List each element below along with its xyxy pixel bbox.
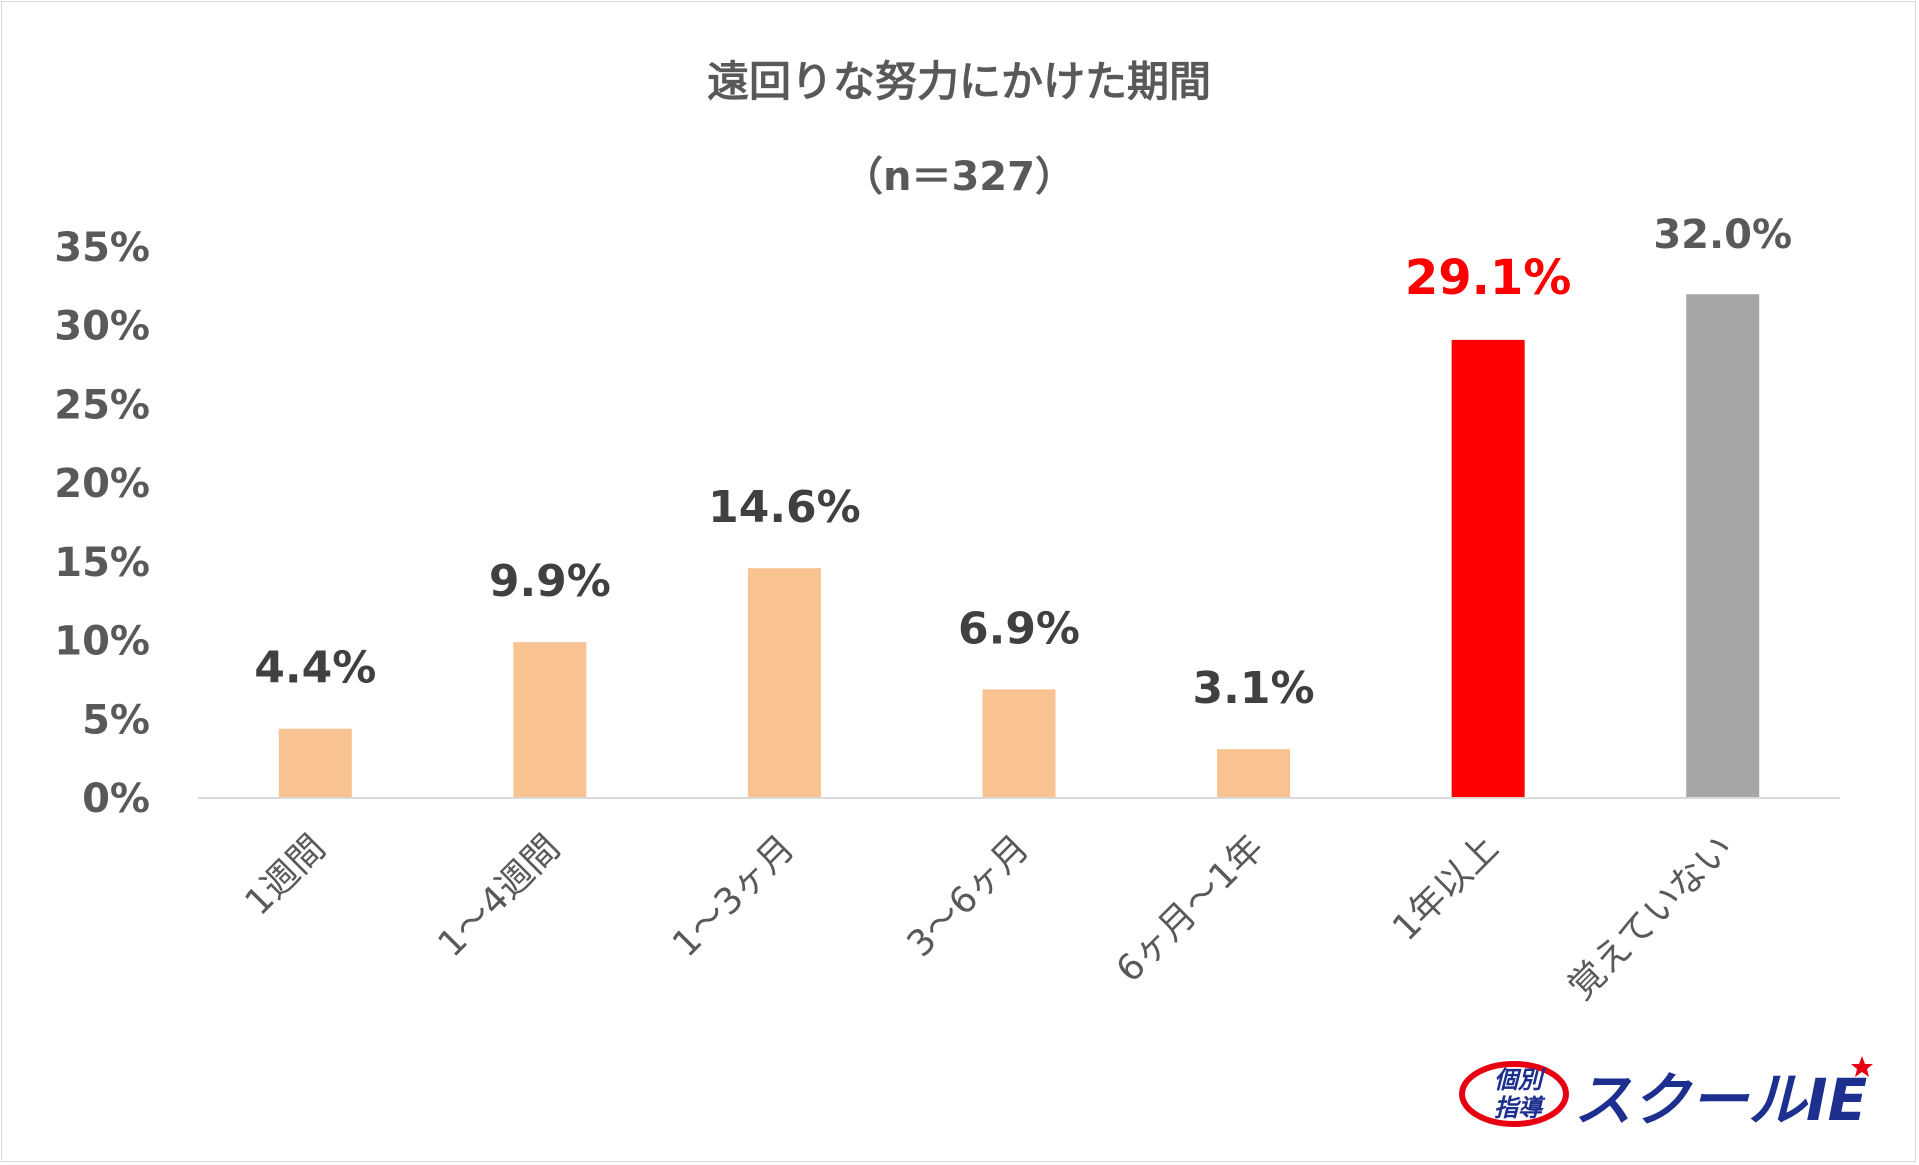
x-axis: 1週間 1～4週間 1～3ヶ月 3～6ヶ月 6ヶ月～1年 1年以上 覚えていない — [198, 797, 1840, 1008]
bar — [1451, 339, 1525, 798]
y-tick-label: 15% — [54, 540, 150, 586]
logo-text-shidou: 指導 — [1494, 1094, 1546, 1122]
y-tick-label: 10% — [54, 619, 150, 665]
logo-text-main: スクールIE — [1574, 1066, 1867, 1134]
data-label: 9.9% — [489, 556, 611, 607]
x-tick-label: 6ヶ月～1年 — [1109, 827, 1272, 990]
y-tick-label: 0% — [82, 776, 150, 822]
data-label: 29.1% — [1405, 250, 1572, 306]
x-tick-label: 1年以上 — [1385, 827, 1507, 949]
y-tick-label: 35% — [54, 225, 150, 271]
y-tick-label: 5% — [82, 697, 150, 743]
data-label: 32.0% — [1653, 212, 1792, 258]
bar — [1217, 749, 1291, 798]
bars-group — [278, 294, 1760, 798]
y-axis: 0% 5% 10% 15% 20% 25% 30% 35% — [54, 225, 150, 822]
data-label: 6.9% — [958, 603, 1080, 654]
bar — [278, 728, 352, 798]
x-tick-label: 1週間 — [238, 827, 334, 923]
data-label: 4.4% — [254, 643, 376, 694]
x-tick-label: 1～3ヶ月 — [665, 827, 803, 965]
logo-text-kobetsu: 個別 — [1494, 1066, 1546, 1094]
bar — [747, 568, 821, 798]
x-tick-label: 1～4週間 — [430, 827, 568, 965]
x-tick-label: 3～6ヶ月 — [900, 827, 1038, 965]
chart-title: 遠回りな努力にかけた期間 — [707, 57, 1211, 106]
bar — [1686, 294, 1760, 798]
school-ie-logo: 個別 指導 スクールIE — [1459, 1056, 1873, 1134]
y-tick-label: 20% — [54, 461, 150, 507]
data-label: 14.6% — [708, 482, 861, 533]
x-tick-label: 覚えていない — [1561, 827, 1741, 1007]
star-icon — [1851, 1056, 1873, 1077]
chart-subtitle: （n＝327） — [843, 154, 1075, 200]
y-tick-label: 25% — [54, 382, 150, 428]
bar — [982, 689, 1056, 798]
logo-ring-icon — [1459, 1061, 1569, 1127]
data-labels-group: 4.4% 9.9% 14.6% 6.9% 3.1% 29.1% 32.0% — [254, 212, 1792, 714]
bar — [513, 642, 587, 798]
y-tick-label: 30% — [54, 304, 150, 350]
data-label: 3.1% — [1193, 663, 1315, 714]
